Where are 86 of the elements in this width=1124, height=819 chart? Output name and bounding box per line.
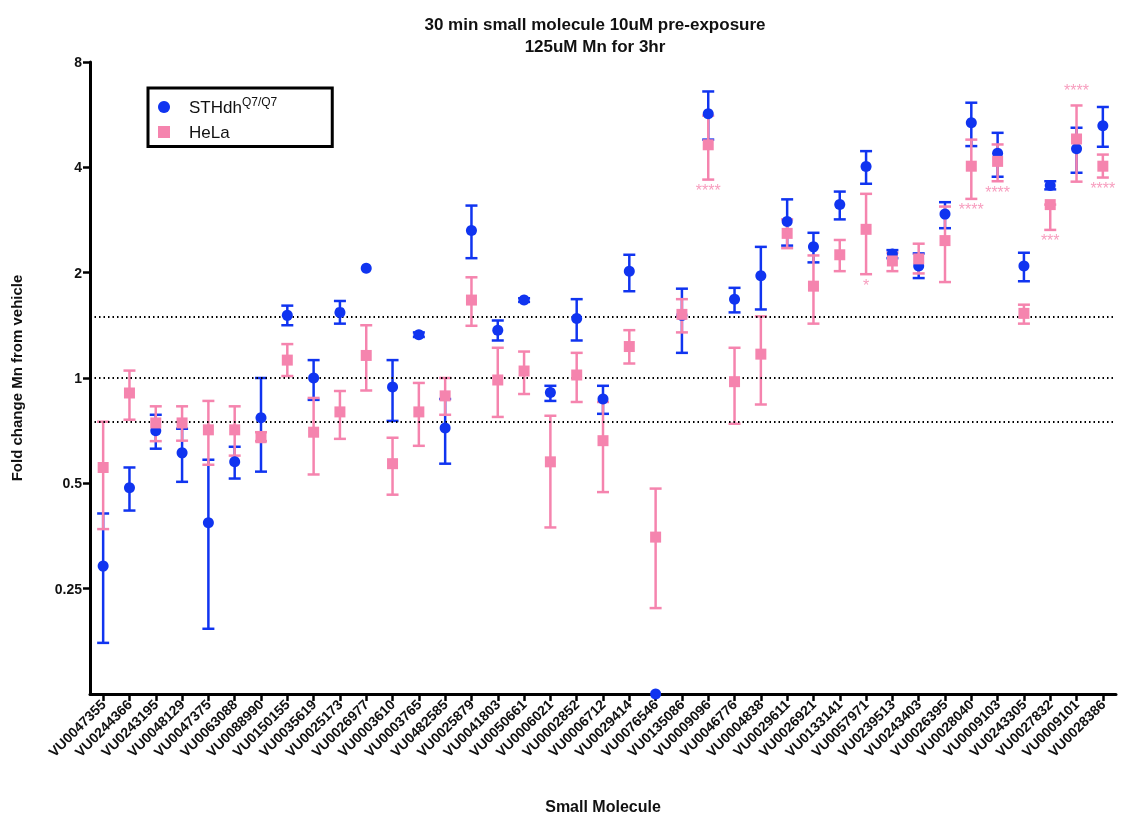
point <box>807 280 819 292</box>
point <box>492 374 504 386</box>
point <box>176 417 188 429</box>
point <box>860 161 872 173</box>
point <box>1018 260 1030 272</box>
point <box>834 249 846 261</box>
point <box>308 372 320 384</box>
annotation: **** <box>985 183 1011 201</box>
point <box>729 293 741 305</box>
point <box>650 688 662 700</box>
point <box>281 354 293 366</box>
point <box>387 381 399 393</box>
point <box>571 369 583 381</box>
point <box>387 458 399 470</box>
y-tick-label: 0.5 <box>62 475 83 492</box>
y-tick-label: 0.25 <box>54 580 83 597</box>
point <box>202 424 214 436</box>
point <box>729 376 741 388</box>
point <box>255 412 267 424</box>
y-tick-label: 8 <box>74 54 83 70</box>
point <box>150 417 162 429</box>
annotation: *** <box>1040 232 1060 250</box>
point <box>755 348 767 360</box>
annotation: **** <box>695 182 721 200</box>
point <box>1071 133 1083 145</box>
point <box>544 456 556 468</box>
point <box>413 406 425 418</box>
point <box>781 216 793 228</box>
point <box>97 461 109 473</box>
point <box>807 241 819 253</box>
annotation: **** <box>1090 180 1116 198</box>
y-tick-label: 4 <box>74 159 83 176</box>
point <box>334 306 346 318</box>
point <box>939 208 951 220</box>
annotation: **** <box>1064 81 1089 99</box>
point <box>1097 160 1109 172</box>
legend-label: HeLa <box>189 122 231 142</box>
point <box>781 227 793 239</box>
point <box>202 517 214 529</box>
point <box>334 406 346 418</box>
point <box>1097 120 1109 132</box>
y-axis-title: Fold change Mn from vehicle <box>8 274 25 482</box>
point <box>702 108 714 120</box>
annotation: * <box>862 276 870 294</box>
point <box>229 456 241 468</box>
point <box>439 422 451 434</box>
point <box>597 393 609 405</box>
point <box>123 387 135 399</box>
point <box>281 309 293 321</box>
point <box>492 324 504 336</box>
point <box>623 341 635 353</box>
point <box>518 294 530 306</box>
point <box>860 223 872 235</box>
point <box>229 424 241 436</box>
y-tick-label: 1 <box>74 370 83 386</box>
point <box>360 349 372 361</box>
point <box>1071 143 1083 155</box>
point <box>439 390 451 402</box>
point <box>518 365 530 377</box>
chart-title: 30 min small molecule 10uM pre-exposure 125uM Mn for 3hr <box>424 14 766 56</box>
point <box>465 224 477 236</box>
point <box>571 312 583 324</box>
point <box>97 560 109 572</box>
point <box>1044 199 1056 211</box>
point <box>834 199 846 211</box>
point <box>992 155 1004 167</box>
point <box>965 160 977 172</box>
point <box>755 270 767 282</box>
point <box>1018 307 1030 319</box>
point <box>965 117 977 129</box>
point <box>650 531 662 543</box>
point <box>623 265 635 277</box>
point <box>360 262 372 274</box>
x-axis-title: Small Molecule <box>545 797 661 815</box>
point <box>123 482 135 494</box>
point <box>886 255 898 267</box>
point <box>939 235 951 247</box>
point <box>702 139 714 151</box>
point <box>465 294 477 306</box>
point <box>597 435 609 447</box>
point <box>308 426 320 438</box>
point <box>913 253 925 265</box>
point <box>176 447 188 459</box>
y-tick-label: 2 <box>74 264 83 281</box>
annotation: **** <box>958 201 984 219</box>
point <box>544 387 556 398</box>
